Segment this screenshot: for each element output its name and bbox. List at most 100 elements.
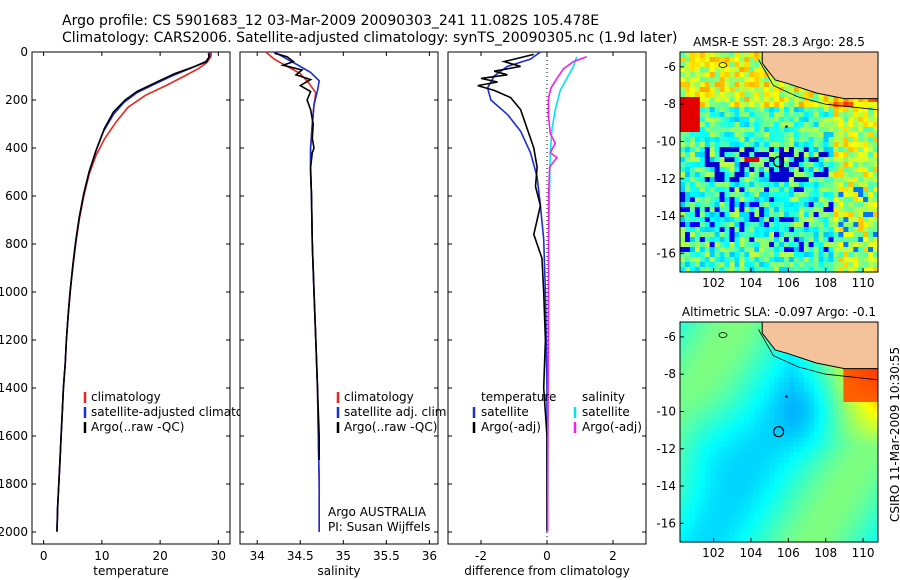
map-cell: [818, 187, 825, 193]
map-cell: [808, 507, 815, 513]
map-cell: [784, 507, 790, 513]
map-cell: [788, 487, 795, 493]
map-cell: [788, 417, 795, 423]
map-cell: [774, 397, 780, 403]
map-cell: [868, 252, 874, 258]
map-cell: [680, 347, 686, 353]
map-cell: [764, 122, 770, 128]
map-cell: [873, 172, 879, 178]
map-cell: [784, 207, 790, 213]
map-cell: [823, 427, 829, 433]
map-cell: [818, 202, 825, 208]
map-cell: [813, 487, 820, 493]
map-cell: [863, 512, 869, 518]
map-cell: [689, 487, 696, 493]
map-cell: [704, 242, 711, 248]
map-cell: [694, 212, 701, 218]
map-cell: [714, 527, 721, 533]
map-cell: [704, 212, 711, 218]
map-cell: [828, 532, 834, 538]
map-cell: [739, 157, 745, 163]
map-cell: [685, 522, 691, 528]
map-cell: [734, 332, 740, 338]
map-cell: [853, 232, 859, 238]
map-cell: [729, 497, 735, 503]
map-cell: [709, 192, 716, 198]
map-cell: [803, 437, 810, 443]
map-cell: [868, 412, 874, 418]
map-cell: [719, 452, 726, 458]
map-cell: [709, 177, 716, 183]
map-cell: [798, 517, 805, 523]
map-cell: [754, 407, 760, 413]
map-cell: [838, 207, 844, 213]
map-cell: [709, 467, 716, 473]
map-cell: [734, 72, 740, 78]
map-cell: [694, 177, 701, 183]
map-cell: [694, 502, 701, 508]
map-cell: [744, 517, 750, 523]
map-cell: [788, 472, 795, 478]
map-cell: [803, 417, 810, 423]
map-cell: [838, 377, 844, 383]
map-cell: [873, 502, 879, 508]
map-cell: [749, 212, 755, 218]
map-cell: [739, 532, 745, 538]
map-cell: [685, 387, 691, 393]
map-cell: [685, 187, 691, 193]
map-cell: [858, 432, 864, 438]
map-cell: [739, 92, 745, 98]
map-cell: [769, 487, 775, 493]
map-cell: [808, 267, 815, 273]
map-cell: [784, 442, 790, 448]
map-cell: [863, 392, 869, 398]
map-cell: [749, 357, 755, 363]
map-cell: [858, 97, 864, 103]
map-cell: [848, 487, 854, 493]
map-cell: [868, 402, 874, 408]
map-cell: [858, 112, 864, 118]
map-cell: [724, 512, 730, 518]
map-cell: [808, 457, 815, 463]
map-cell: [853, 147, 859, 153]
map-cell: [858, 167, 864, 173]
map-cell: [853, 477, 859, 483]
map-cell: [823, 192, 829, 198]
map-cell: [764, 412, 770, 418]
map-cell: [729, 142, 735, 148]
map-cell: [843, 162, 849, 168]
map-cell: [709, 377, 716, 383]
map-cell: [873, 372, 879, 378]
map-cell: [685, 357, 691, 363]
map-cell: [803, 222, 810, 228]
map-cell: [779, 437, 785, 443]
map-cell: [744, 452, 750, 458]
map-cell: [719, 367, 726, 373]
map-cell: [749, 362, 755, 368]
map-cell: [784, 172, 790, 178]
map-cell: [764, 172, 770, 178]
map-cell: [704, 447, 711, 453]
map-cell: [808, 142, 815, 148]
map-cell: [694, 472, 701, 478]
map-cell: [784, 257, 790, 263]
map-cell: [734, 437, 740, 443]
map-cell: [719, 107, 726, 113]
map-cell: [680, 427, 686, 433]
map-cell: [739, 262, 745, 268]
map-cell: [848, 467, 854, 473]
map-cell: [779, 257, 785, 263]
map-cell: [739, 327, 745, 333]
map-cell: [813, 537, 820, 543]
map-cell: [749, 402, 755, 408]
map-cell: [724, 517, 730, 523]
coast-contour: [758, 329, 879, 381]
map-cell: [694, 432, 701, 438]
map-cell: [699, 412, 706, 418]
map-cell: [689, 332, 696, 338]
map-cell: [858, 207, 864, 213]
map-cell: [719, 132, 726, 138]
map-cell: [858, 137, 864, 143]
map-cell: [838, 407, 844, 413]
map-cell: [868, 527, 874, 533]
